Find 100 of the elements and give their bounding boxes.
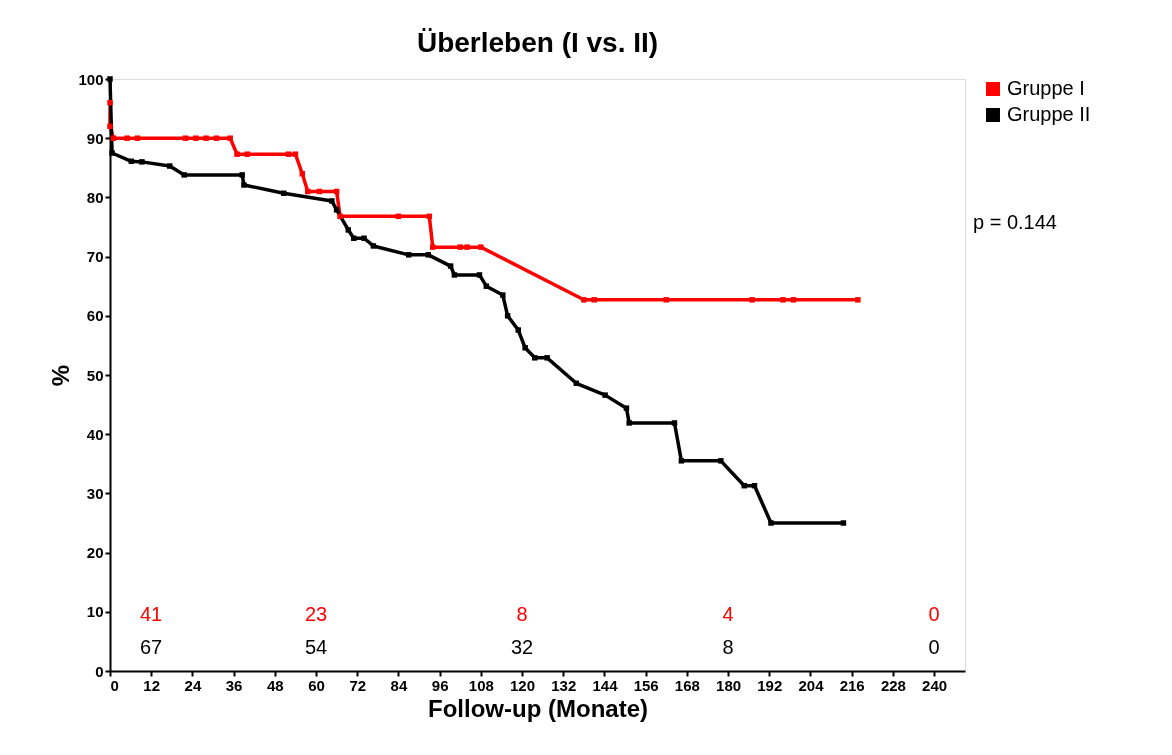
point xyxy=(305,188,311,195)
x-tick-label: 0 xyxy=(110,676,119,694)
x-tick-label: 48 xyxy=(266,676,284,694)
point xyxy=(741,482,747,489)
point xyxy=(749,297,755,303)
point xyxy=(193,135,199,141)
point xyxy=(430,244,436,250)
point xyxy=(134,135,141,141)
x-tick-label: 36 xyxy=(225,676,243,694)
annotation: 54 xyxy=(304,636,328,658)
x-axis-title: Follow-up (Monate) xyxy=(428,694,648,722)
point xyxy=(351,235,357,241)
point xyxy=(780,297,786,303)
point xyxy=(139,159,145,165)
point xyxy=(337,213,343,220)
point xyxy=(544,355,550,361)
y-tick-label: 50 xyxy=(86,366,104,384)
y-tick-label: 70 xyxy=(86,248,104,266)
annotation: 4 xyxy=(722,603,734,625)
y-tick-label: 30 xyxy=(86,484,104,502)
point xyxy=(663,297,669,303)
point xyxy=(515,327,522,333)
y-axis-title: % xyxy=(47,364,75,387)
annotation: 32 xyxy=(510,636,534,658)
annotation: 8 xyxy=(722,636,734,658)
x-tick-label: 180 xyxy=(716,676,742,694)
chart-title: Überleben (I vs. II) xyxy=(416,27,659,58)
point xyxy=(345,227,352,233)
x-tick-label: 132 xyxy=(551,676,577,694)
y-tick-label: 60 xyxy=(86,307,104,325)
x-tick-label: 216 xyxy=(839,676,865,694)
point xyxy=(678,458,685,464)
point xyxy=(406,252,412,258)
y-tick-label: 20 xyxy=(86,544,104,562)
point xyxy=(333,207,340,213)
y-tick-label: 100 xyxy=(78,70,104,88)
x-tick-label: 12 xyxy=(143,676,161,694)
point xyxy=(203,135,209,141)
point xyxy=(451,272,458,278)
text: p = 0.144 xyxy=(973,211,1057,233)
x-tick-label: 96 xyxy=(431,676,449,694)
point xyxy=(370,243,377,249)
x-tick-label: 60 xyxy=(308,676,325,694)
point xyxy=(457,244,463,250)
point xyxy=(213,135,220,141)
point xyxy=(182,135,189,141)
point xyxy=(227,135,233,141)
point xyxy=(790,297,797,303)
legend-label: Gruppe I xyxy=(1007,77,1085,99)
point xyxy=(109,150,115,156)
point xyxy=(464,244,470,250)
point xyxy=(329,198,335,204)
x-tick-label: 144 xyxy=(592,676,619,694)
point xyxy=(241,182,247,188)
annotation: 67 xyxy=(139,636,163,658)
x-tick-label: 228 xyxy=(880,676,906,694)
point xyxy=(768,520,774,526)
annotation: 8 xyxy=(516,603,528,625)
point xyxy=(181,172,187,178)
point xyxy=(626,420,632,426)
point xyxy=(478,244,484,250)
point xyxy=(425,252,432,258)
point xyxy=(107,99,113,106)
x-tick-label: 192 xyxy=(757,676,783,694)
y-tick-label: 0 xyxy=(95,662,104,680)
x-tick-label: 156 xyxy=(633,676,659,694)
legend-label: Gruppe II xyxy=(1007,103,1091,125)
point xyxy=(107,123,113,130)
annotation: 41 xyxy=(139,603,163,625)
x-tick-label: 240 xyxy=(922,676,948,694)
x-tick-label: 84 xyxy=(390,676,408,694)
point xyxy=(110,135,117,141)
point xyxy=(447,263,454,269)
point xyxy=(239,172,245,178)
x-tick-label: 204 xyxy=(798,676,825,694)
x-tick-label: 168 xyxy=(674,676,700,694)
point xyxy=(476,272,483,278)
annotation: 0 xyxy=(928,636,940,658)
point xyxy=(167,163,173,169)
y-tick-label: 90 xyxy=(86,129,104,147)
annotation: 0 xyxy=(928,603,940,625)
point xyxy=(361,235,367,241)
x-tick-label: 24 xyxy=(184,676,202,694)
point xyxy=(581,297,587,303)
y-tick-label: 40 xyxy=(86,425,104,443)
point xyxy=(124,135,130,141)
x-tick-label: 72 xyxy=(349,676,367,694)
point xyxy=(244,151,251,157)
point xyxy=(522,345,528,351)
point xyxy=(591,297,597,303)
point xyxy=(623,405,630,411)
point xyxy=(500,292,506,298)
point xyxy=(483,283,490,289)
y-tick-label: 80 xyxy=(86,188,104,206)
point xyxy=(285,151,292,157)
x-tick-label: 120 xyxy=(510,676,536,694)
point xyxy=(504,313,511,319)
point xyxy=(718,458,724,464)
y-tick-label: 10 xyxy=(86,603,104,621)
point xyxy=(234,151,240,157)
